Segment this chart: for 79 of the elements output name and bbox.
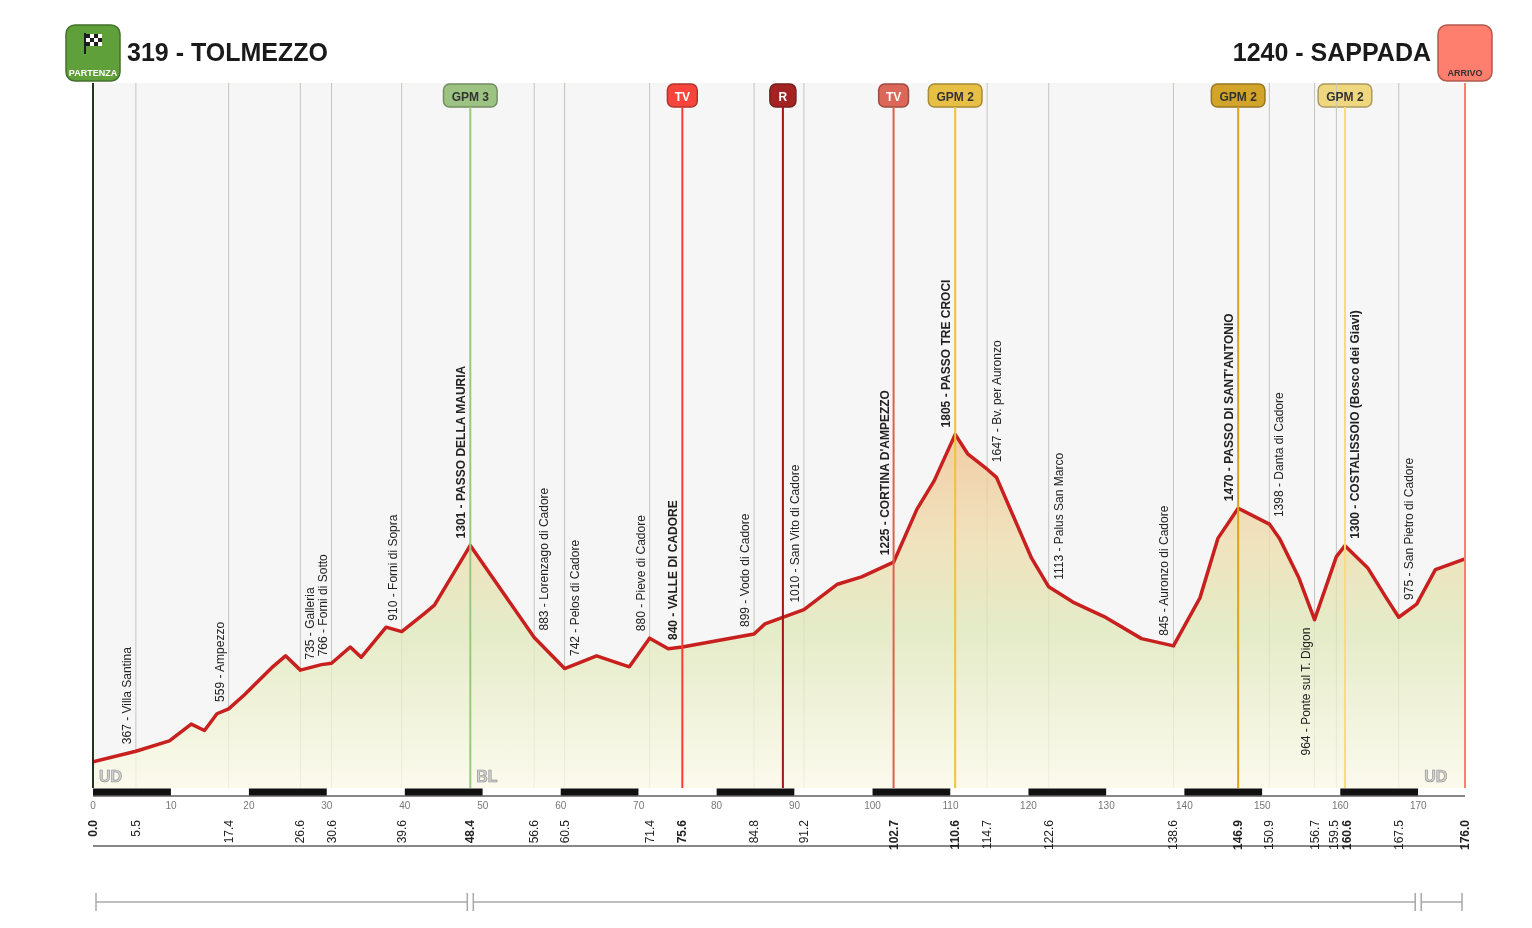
x-tick-label: 122.6 [1041, 819, 1056, 851]
x2-tick-label: 110 [942, 800, 959, 811]
x-tick-label: 5.5 [128, 819, 143, 837]
data-label: 1805 - PASSO TRE CROCI [939, 279, 954, 428]
x-tick-label: 84.8 [747, 819, 762, 844]
x-tick-label: 17.4 [221, 819, 236, 844]
ref-line-label: GPM 2 [936, 90, 975, 104]
data-label: 559 - Ampezzo [212, 621, 227, 702]
x-tick-label: 160.6 [1340, 819, 1355, 851]
x-tick-label: 138.6 [1166, 819, 1181, 851]
text: 1240 - SAPPADA [1232, 38, 1431, 66]
data-label: 975 - San Pietro di Cadore [1401, 457, 1416, 600]
data-label: 766 - Forni di Sotto [315, 553, 330, 657]
data-label: 880 - Pieve di Cadore [633, 514, 648, 632]
ref-line-label: GPM 3 [451, 90, 490, 104]
x-tick-label: 146.9 [1231, 819, 1246, 851]
x2-tick-label: 30 [321, 800, 333, 811]
data-label: 910 - Forni di Sopra [385, 514, 400, 621]
ref-line-label: GPM 2 [1219, 90, 1258, 104]
x-tick-label: 102.7 [886, 819, 901, 851]
data-label: 735 - Galleria [303, 587, 318, 660]
x2-tick-label: 10 [165, 800, 177, 811]
ref-line-label: GPM 2 [1326, 90, 1364, 104]
data-label: 1300 - COSTALISSOIO (Bosco dei Giavi) [1347, 310, 1362, 539]
x2-tick-label: 130 [1098, 800, 1116, 811]
band-label: UD [99, 768, 123, 785]
data-label: 1225 - CORTINA D'AMPEZZO [877, 390, 892, 556]
x-tick-label: 75.6 [675, 819, 690, 844]
ref-line-label: TV [674, 90, 691, 104]
data-label: 840 - VALLE DI CADORE [666, 500, 681, 640]
x2-tick-label: 80 [711, 800, 723, 811]
ref-line-label: R [778, 90, 788, 104]
data-label: 1301 - PASSO DELLA MAURIA [454, 365, 469, 539]
x-tick-label: 150.9 [1262, 819, 1277, 851]
x-tick-label: 110.6 [948, 819, 963, 850]
data-label: 1010 - San Vito di Cadore [787, 464, 802, 603]
band-label: BL [476, 768, 498, 785]
data-label: 1113 - Palus San Marco [1051, 452, 1066, 580]
x-tick-label: 159.5 [1327, 819, 1342, 851]
x-tick-label: 91.2 [796, 819, 811, 844]
x-tick-label: 156.7 [1307, 819, 1322, 851]
x-tick-label: 30.6 [324, 819, 339, 844]
ref-line-label: TV [885, 90, 902, 104]
x2-tick-label: 40 [399, 800, 411, 811]
x-tick-label: 48.4 [463, 819, 478, 844]
data-label: 845 - Auronzo di Cadore [1157, 505, 1172, 636]
x2-tick-label: 150 [1253, 800, 1272, 811]
x2-tick-label: 0 [90, 800, 97, 811]
x2-tick-label: 140 [1176, 800, 1194, 811]
x-tick-label: 176.0 [1458, 819, 1472, 851]
x-tick-label: 39.6 [394, 819, 409, 844]
x2-tick-label: 160 [1331, 800, 1350, 811]
x-tick-label: 56.6 [527, 819, 542, 844]
data-label: 1470 - PASSO DI SANT'ANTONIO [1222, 313, 1237, 502]
ref-line-label: ARRIVO [1447, 68, 1483, 78]
x-tick-label: 26.6 [293, 819, 308, 844]
data-label: 367 - Villa Santina [119, 646, 134, 745]
x-tick-label: 71.4 [642, 819, 657, 844]
x-tick-label: 114.7 [980, 819, 995, 850]
data-label: 1398 - Danta di Cadore [1272, 391, 1287, 518]
x2-tick-label: 20 [243, 800, 255, 811]
x2-tick-label: 60 [555, 800, 567, 811]
data-label: 883 - Lorenzago di Cadore [537, 487, 552, 631]
x-tick-label: 0.0 [86, 819, 100, 837]
data-label: 899 - Vodo di Cadore [738, 513, 753, 627]
x2-tick-label: 90 [789, 800, 801, 811]
band-label: UD [1424, 768, 1448, 785]
x2-tick-label: 170 [1409, 800, 1428, 811]
data-label: 964 - Ponte sul T. Digon [1298, 627, 1313, 756]
x2-tick-label: 100 [864, 800, 882, 811]
x2-tick-label: 50 [477, 800, 489, 811]
data-label: 742 - Pelos di Cadore [567, 539, 582, 656]
ref-line-label: PARTENZA [68, 68, 118, 78]
x2-tick-label: 120 [1020, 800, 1038, 811]
data-label: 1647 - Bv. per Auronzo [990, 340, 1005, 463]
text: 319 - TOLMEZZO [127, 38, 328, 66]
x-tick-label: 167.5 [1391, 819, 1406, 851]
x2-tick-label: 70 [633, 800, 645, 811]
x-tick-label: 60.5 [557, 819, 572, 844]
